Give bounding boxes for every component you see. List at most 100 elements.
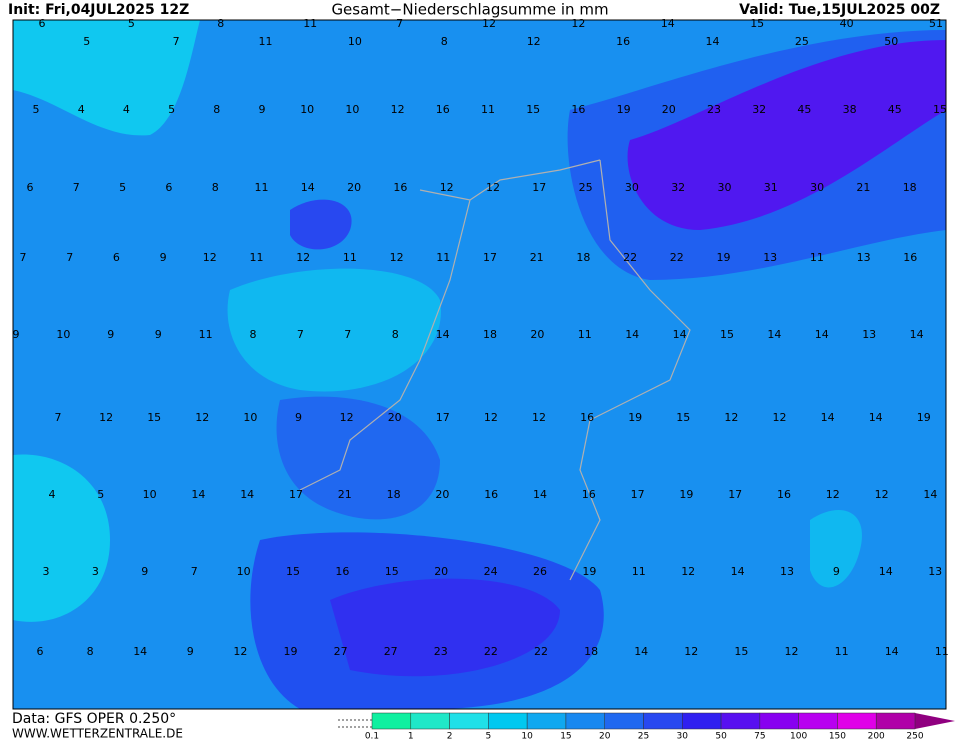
legend-swatch <box>798 712 838 730</box>
precip-value: 14 <box>191 488 205 501</box>
precip-value: 8 <box>212 181 219 194</box>
precip-value: 6 <box>39 17 46 30</box>
precip-value: 10 <box>348 35 362 48</box>
data-source: Data: GFS OPER 0.250° <box>12 711 176 727</box>
precip-value: 12 <box>99 411 113 424</box>
precip-value: 12 <box>681 565 695 578</box>
precip-value: 12 <box>296 251 310 264</box>
precip-value: 12 <box>527 35 541 48</box>
precip-value: 13 <box>928 565 942 578</box>
precip-value: 9 <box>295 411 302 424</box>
legend-end <box>915 713 955 729</box>
precip-value: 14 <box>240 488 254 501</box>
precip-value: 19 <box>679 488 693 501</box>
precip-value: 21 <box>530 251 544 264</box>
precip-value: 13 <box>763 251 777 264</box>
precip-value: 10 <box>243 411 257 424</box>
precip-value: 12 <box>571 17 585 30</box>
legend-swatch <box>604 712 644 730</box>
precip-value: 9 <box>833 565 840 578</box>
precip-value: 15 <box>385 565 399 578</box>
map-frame <box>12 19 947 710</box>
legend-swatch <box>643 712 683 730</box>
precip-value: 11 <box>199 328 213 341</box>
precip-value: 6 <box>113 251 120 264</box>
precip-value: 23 <box>434 645 448 658</box>
precip-value: 11 <box>343 251 357 264</box>
legend-label: 5 <box>485 732 491 742</box>
precip-value: 16 <box>582 488 596 501</box>
precip-value: 30 <box>810 181 824 194</box>
precip-value: 12 <box>390 251 404 264</box>
precip-value: 20 <box>435 488 449 501</box>
precip-value: 16 <box>616 35 630 48</box>
precip-value: 11 <box>303 17 317 30</box>
precip-value: 7 <box>191 565 198 578</box>
precip-value: 9 <box>141 565 148 578</box>
precip-value: 3 <box>43 565 50 578</box>
precip-value: 12 <box>875 488 889 501</box>
precip-value: 14 <box>661 17 675 30</box>
precip-value: 12 <box>785 645 799 658</box>
precip-value: 19 <box>617 103 631 116</box>
precip-value: 15 <box>933 103 947 116</box>
precip-value: 12 <box>340 411 354 424</box>
precip-value: 9 <box>107 328 114 341</box>
precip-value: 11 <box>935 645 949 658</box>
precip-value: 19 <box>284 645 298 658</box>
precip-value: 18 <box>903 181 917 194</box>
precip-value: 51 <box>929 17 943 30</box>
precip-value: 4 <box>49 488 56 501</box>
precip-value: 5 <box>119 181 126 194</box>
precip-value: 23 <box>707 103 721 116</box>
legend-swatch <box>720 712 761 730</box>
precip-value: 12 <box>724 411 738 424</box>
precip-value: 16 <box>436 103 450 116</box>
precip-value: 21 <box>338 488 352 501</box>
precip-value: 12 <box>773 411 787 424</box>
precip-value: 17 <box>631 488 645 501</box>
precip-value: 15 <box>750 17 764 30</box>
precip-value: 11 <box>481 103 495 116</box>
precip-value: 14 <box>767 328 781 341</box>
legend-swatch <box>682 712 722 730</box>
precip-value: 20 <box>388 411 402 424</box>
legend-label: 0.1 <box>365 732 379 742</box>
precip-value: 10 <box>143 488 157 501</box>
precip-value: 20 <box>662 103 676 116</box>
precip-value: 12 <box>826 488 840 501</box>
precip-value: 7 <box>73 181 80 194</box>
precip-value: 5 <box>33 103 40 116</box>
precip-value: 12 <box>532 411 546 424</box>
precip-value: 19 <box>628 411 642 424</box>
precip-value: 10 <box>237 565 251 578</box>
precip-value: 16 <box>571 103 585 116</box>
precip-value: 14 <box>731 565 745 578</box>
precip-value: 40 <box>840 17 854 30</box>
legend-swatch <box>371 712 412 730</box>
precip-value: 38 <box>843 103 857 116</box>
precip-value: 15 <box>147 411 161 424</box>
precip-value: 12 <box>391 103 405 116</box>
precip-value: 6 <box>37 645 44 658</box>
legend-swatch <box>759 712 799 730</box>
precip-value: 27 <box>334 645 348 658</box>
precip-value: 14 <box>625 328 639 341</box>
precip-value: 27 <box>384 645 398 658</box>
legend-swatch <box>565 712 605 730</box>
precip-value: 7 <box>55 411 62 424</box>
precip-value: 14 <box>133 645 147 658</box>
precip-value: 16 <box>393 181 407 194</box>
precip-value: 50 <box>884 35 898 48</box>
legend-label: 200 <box>868 732 885 742</box>
precip-value: 5 <box>168 103 175 116</box>
precip-value: 14 <box>885 645 899 658</box>
precip-value: 32 <box>671 181 685 194</box>
precip-value: 14 <box>301 181 315 194</box>
precip-value: 17 <box>483 251 497 264</box>
precip-value: 25 <box>795 35 809 48</box>
legend-label: 150 <box>829 732 846 742</box>
precip-value: 30 <box>625 181 639 194</box>
legend-label: 75 <box>754 732 765 742</box>
